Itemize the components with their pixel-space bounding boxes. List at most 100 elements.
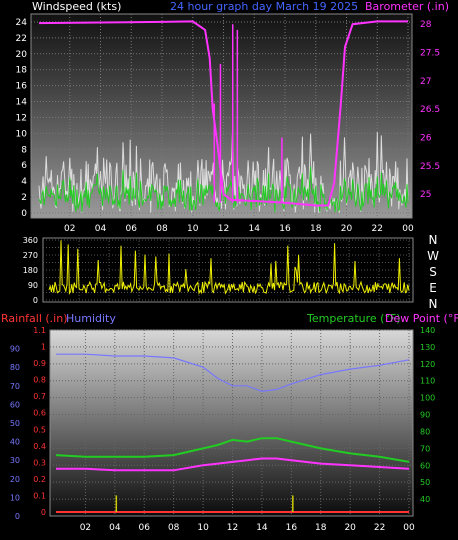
x-tick-label: 20 <box>344 523 356 533</box>
x-tick-label: 14 <box>256 523 268 533</box>
temperature-tick-label: 60 <box>420 461 430 470</box>
x-tick-label: 06 <box>126 224 138 234</box>
humidity-tick-label: 90 <box>10 345 20 354</box>
barometer-right-ticks: 25 25.5 26 26.5 27 27.5 28 <box>420 20 440 200</box>
x-tick-label: 14 <box>249 224 261 234</box>
rainfall-tick-label: 1.1 <box>33 326 46 335</box>
direction-tick-label: 90 <box>28 281 38 290</box>
dewpoint-axis-label: Dew Point (°F) <box>385 312 458 325</box>
x-tick-label: 22 <box>374 523 385 533</box>
humidity-tick-label: 30 <box>10 456 20 465</box>
humidity-tick-label: 50 <box>10 419 20 428</box>
y-tick-label: 14 <box>16 98 28 108</box>
x-tick-label: 18 <box>315 523 327 533</box>
humidity-tick-label: 60 <box>10 400 20 409</box>
temperature-tick-label: 120 <box>420 360 435 369</box>
windspeed-line <box>38 122 409 214</box>
y-tick-label: 0 <box>21 209 27 219</box>
temperature-tick-label: 100 <box>420 394 435 403</box>
direction-tick-label: 360 <box>23 236 38 245</box>
humidity-tick-label: 40 <box>10 438 20 447</box>
barometer-tick-label: 28 <box>420 20 432 30</box>
rainfall-tick-label: 0.4 <box>33 442 46 451</box>
temperature-tick-label: 110 <box>420 377 435 386</box>
temperature-tick-label: 140 <box>420 326 435 335</box>
wind-series <box>38 20 409 214</box>
humidity-grid <box>50 329 413 516</box>
y-tick-label: 22 <box>16 34 27 44</box>
direction-series <box>48 240 410 296</box>
y-tick-label: 24 <box>16 18 28 28</box>
x-tick-label: 20 <box>341 224 353 234</box>
barometer-tick-label: 26.5 <box>420 105 440 115</box>
humidity-x-ticks: 02 04 06 08 10 12 14 16 18 20 22 00 <box>80 523 415 533</box>
y-tick-label: 6 <box>21 161 27 171</box>
direction-left-ticks: 0 90 180 270 360 <box>23 236 38 305</box>
compass-label-n: N <box>429 297 438 311</box>
rainfall-ticks: 0 0.1 0.2 0.3 0.4 0.5 0.6 0.7 0.8 0.9 1 1.1 <box>33 326 46 517</box>
y-tick-label: 20 <box>16 50 28 60</box>
compass-label-s: S <box>429 265 437 279</box>
x-tick-label: 10 <box>187 224 199 234</box>
windspeed-axis-label: Windspeed (kts) <box>32 0 121 13</box>
rainfall-tick-label: 0.9 <box>33 359 46 368</box>
humidity-tick-label: 80 <box>10 363 20 372</box>
temperature-tick-label: 80 <box>420 427 430 436</box>
rainfall-tick-label: 0.5 <box>33 425 46 434</box>
barometer-tick-label: 27 <box>420 77 431 87</box>
x-tick-label: 08 <box>156 224 168 234</box>
rainfall-tick-label: 0.6 <box>33 409 46 418</box>
y-tick-label: 10 <box>16 129 28 139</box>
temperature-tick-label: 130 <box>420 343 435 352</box>
humidity-tick-label: 70 <box>10 382 20 391</box>
compass-label-e: E <box>429 281 437 295</box>
rainfall-tick-label: 0.8 <box>33 376 46 385</box>
humidity-plot-area <box>49 329 414 517</box>
humidity-axis-label: Humidity <box>66 312 116 325</box>
barometer-tick-label: 25.5 <box>420 162 440 172</box>
x-tick-label: 18 <box>310 224 322 234</box>
barometer-line <box>38 20 408 207</box>
rainfall-tick-label: 0.2 <box>33 475 46 484</box>
temperature-tick-label: 40 <box>420 495 430 504</box>
humidity-tick-label: 0 <box>15 512 20 521</box>
barometer-tick-label: 26 <box>420 134 432 144</box>
direction-tick-label: 180 <box>23 266 38 275</box>
wind-x-ticks: 02 04 06 08 10 12 14 16 18 20 22 00 <box>64 224 414 234</box>
temperature-line <box>55 437 410 463</box>
x-tick-label: 08 <box>168 523 180 533</box>
x-tick-label: 04 <box>109 523 121 533</box>
humidity-ticks: 0 10 20 30 40 50 60 70 80 90 <box>10 345 20 521</box>
y-tick-label: 2 <box>21 193 27 203</box>
x-tick-label: 10 <box>197 523 209 533</box>
x-tick-label: 22 <box>372 224 383 234</box>
x-tick-label: 00 <box>402 224 414 234</box>
x-tick-label: 12 <box>218 224 229 234</box>
dewpoint-line <box>56 457 410 472</box>
barometer-tick-label: 25 <box>420 190 431 200</box>
x-tick-label: 02 <box>64 224 75 234</box>
y-tick-label: 16 <box>16 82 28 92</box>
temperature-tick-label: 90 <box>420 411 430 420</box>
x-tick-label: 16 <box>279 224 291 234</box>
barometer-axis-label: Barometer (.in) <box>365 0 449 13</box>
wind-direction-line <box>48 240 410 296</box>
rainfall-tick-label: 1 <box>41 343 46 352</box>
rainfall-tick-label: 0.1 <box>33 491 46 500</box>
barometer-tick-label: 27.5 <box>420 49 440 59</box>
rainfall-axis-label: Rainfall (.in) <box>1 312 68 325</box>
compass-label-w: W <box>427 249 439 263</box>
humidity-tick-label: 20 <box>10 475 20 484</box>
temperature-ticks: 40 50 60 70 80 90 100 110 120 130 140 <box>420 326 435 504</box>
humidity-line <box>56 353 410 393</box>
rainfall-tick-label: 0 <box>41 508 46 517</box>
x-tick-label: 02 <box>80 523 91 533</box>
chart-title: 24 hour graph day March 19 2025 <box>170 0 358 13</box>
y-tick-label: 12 <box>16 113 27 123</box>
humidity-tick-label: 10 <box>10 493 20 502</box>
rainfall-tick-label: 0.3 <box>33 458 46 467</box>
x-tick-label: 16 <box>286 523 298 533</box>
